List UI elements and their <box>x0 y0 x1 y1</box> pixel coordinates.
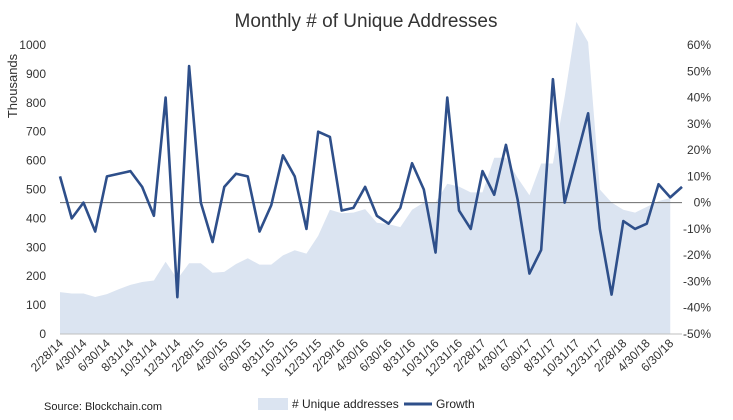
legend: # Unique addresses Growth <box>258 397 475 411</box>
right-tick-label: -40% <box>683 301 711 315</box>
legend-label-growth: Growth <box>436 397 475 411</box>
right-axis-ticks: -50% -40% -30% -20% -10% 0% 10% 20% 30% 40% 50% 60% <box>683 38 711 341</box>
left-tick-label: 300 <box>26 240 46 254</box>
left-tick-label: 900 <box>26 67 46 81</box>
growth-line <box>58 64 683 299</box>
right-tick-label: -30% <box>683 274 711 288</box>
left-tick-label: 0 <box>39 327 46 341</box>
right-tick-label: 0% <box>694 196 712 210</box>
chart-title: Monthly # of Unique Addresses <box>235 11 498 32</box>
right-tick-label: 10% <box>687 169 711 183</box>
source-note: Source: Blockchain.com <box>44 401 162 413</box>
plot-area <box>58 21 683 335</box>
left-tick-label: 800 <box>26 96 46 110</box>
right-tick-label: -50% <box>683 327 711 341</box>
x-axis-ticks: 2/28/144/30/146/30/148/31/1410/31/1412/3… <box>28 336 677 379</box>
legend-label-unique-addresses: # Unique addresses <box>292 397 399 411</box>
right-tick-label: 20% <box>687 143 711 157</box>
legend-area-swatch <box>258 398 288 410</box>
left-axis-ticks: 0 100 200 300 400 500 600 700 800 900 1000 <box>19 38 46 341</box>
right-tick-label: -10% <box>683 222 711 236</box>
right-tick-label: 40% <box>687 91 711 105</box>
unique-addresses-area <box>60 21 671 334</box>
left-tick-label: 200 <box>26 269 46 283</box>
right-tick-label: 60% <box>687 38 711 52</box>
right-tick-label: 30% <box>687 117 711 131</box>
left-tick-label: 400 <box>26 211 46 225</box>
right-tick-label: 50% <box>687 64 711 78</box>
left-tick-label: 700 <box>26 125 46 139</box>
left-tick-label: 600 <box>26 154 46 168</box>
left-tick-label: 100 <box>26 298 46 312</box>
y-axis-label: Thousands <box>5 53 20 118</box>
right-tick-label: -20% <box>683 248 711 262</box>
left-tick-label: 1000 <box>19 38 46 52</box>
left-tick-label: 500 <box>26 183 46 197</box>
